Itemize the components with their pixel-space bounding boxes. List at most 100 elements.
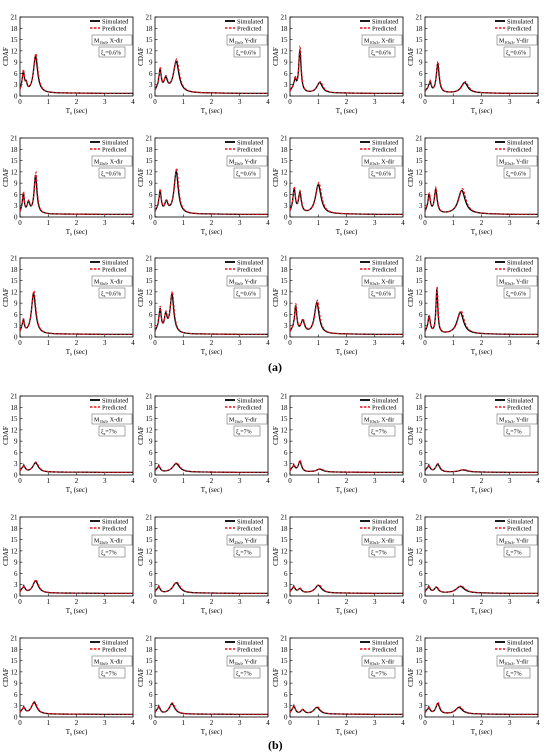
y-tick-label: 0 (284, 472, 288, 480)
model-label-box (496, 534, 538, 546)
legend-predicted-label: Predicted (372, 405, 397, 412)
y-tick-label: 15 (281, 536, 289, 544)
series-predicted (19, 170, 133, 215)
y-tick-label: 6 (419, 311, 423, 319)
y-tick-label: 15 (146, 657, 154, 665)
y-tick-label: 18 (146, 266, 154, 274)
model-label-box (226, 413, 268, 425)
x-axis-label: Ts (sec) (66, 728, 88, 738)
y-tick-label: 9 (419, 559, 423, 567)
series-simulated (289, 183, 403, 216)
legend-predicted-label: Predicted (237, 147, 262, 154)
y-tick-label: 21 (416, 135, 424, 143)
damping-label-box (368, 167, 396, 179)
y-tick-label: 6 (14, 191, 18, 199)
legend-simulated-label: Simulated (102, 519, 129, 526)
x-tick-label: 0 (288, 98, 292, 106)
y-axis-label: CDAF (137, 288, 145, 307)
y-axis-label: CDAF (2, 547, 10, 566)
y-tick-label: 15 (416, 415, 424, 423)
legend-predicted-label: Predicted (507, 267, 532, 274)
series-predicted (154, 290, 268, 335)
y-tick-label: 0 (14, 214, 18, 222)
x-tick-label: 2 (210, 219, 214, 227)
legend-predicted-label: Predicted (102, 26, 127, 33)
y-tick-label: 9 (284, 180, 288, 188)
x-tick-label: 4 (266, 477, 270, 485)
damping-label-box (503, 546, 531, 558)
legend-predicted-label: Predicted (237, 647, 262, 654)
damping-label-box (233, 46, 261, 58)
series-simulated (154, 702, 268, 716)
model-label: M2Ou3, Y-dir (499, 539, 528, 545)
y-axis-label: CDAF (407, 426, 415, 445)
y-tick-label: 12 (11, 426, 19, 434)
x-axis-label: Ts (sec) (66, 228, 88, 238)
x-tick-label: 2 (345, 98, 349, 106)
y-tick-label: 12 (11, 47, 19, 55)
model-label-box (91, 655, 133, 667)
damping-label-box (98, 167, 126, 179)
y-tick-label: 3 (284, 581, 288, 589)
y-tick-label: 15 (11, 536, 19, 544)
damping-label: ξs=7% (371, 430, 387, 436)
legend-predicted-label: Predicted (372, 526, 397, 533)
y-tick-label: 21 (146, 635, 154, 643)
x-axis-label: Ts (sec) (201, 228, 223, 238)
x-tick-label: 4 (536, 339, 540, 347)
model-label-box (361, 155, 403, 167)
y-axis-label: CDAF (272, 288, 280, 307)
x-tick-label: 0 (153, 598, 157, 606)
damping-label-box (98, 667, 126, 679)
y-tick-label: 3 (149, 460, 153, 468)
damping-label: ξs=0.6% (371, 292, 391, 298)
x-tick-label: 0 (423, 98, 427, 106)
y-tick-label: 0 (284, 93, 288, 101)
y-tick-label: 0 (149, 714, 153, 722)
damping-label: ξs=0.6% (506, 172, 526, 178)
y-tick-label: 3 (284, 81, 288, 89)
y-tick-label: 15 (281, 36, 289, 44)
series-predicted (289, 181, 403, 215)
x-tick-label: 0 (153, 339, 157, 347)
x-tick-label: 0 (423, 477, 427, 485)
damping-label-box (98, 287, 126, 299)
series-predicted (19, 701, 133, 715)
x-tick-label: 1 (47, 219, 51, 227)
x-tick-label: 0 (423, 719, 427, 727)
y-axis-label: CDAF (272, 668, 280, 687)
series-simulated (19, 291, 133, 336)
y-tick-label: 18 (146, 525, 154, 533)
damping-label: ξs=7% (236, 430, 252, 436)
y-tick-label: 3 (284, 322, 288, 330)
x-axis-label: Ts (sec) (471, 348, 493, 358)
model-label: M1Ou3, X-dir (364, 418, 394, 424)
model-label: M2In3, X-dir (94, 160, 123, 166)
legend-simulated-label: Simulated (102, 640, 129, 647)
y-tick-label: 12 (146, 426, 154, 434)
model-label: M1Ou3, Y-dir (499, 39, 528, 45)
x-tick-label: 4 (266, 219, 270, 227)
y-tick-label: 18 (281, 525, 289, 533)
y-tick-label: 15 (11, 277, 19, 285)
legend-simulated-label: Simulated (237, 140, 264, 147)
x-tick-label: 4 (536, 719, 540, 727)
x-tick-label: 1 (47, 719, 51, 727)
y-tick-label: 12 (11, 288, 19, 296)
series-predicted (289, 703, 403, 715)
damping-label: ξs=7% (371, 551, 387, 557)
y-tick-label: 18 (11, 266, 19, 274)
x-tick-label: 3 (373, 339, 377, 347)
y-tick-label: 15 (146, 415, 154, 423)
x-tick-label: 2 (345, 719, 349, 727)
y-tick-label: 12 (416, 547, 424, 555)
damping-label: ξs=7% (101, 551, 117, 557)
model-label: M3In3, Y-dir (229, 280, 257, 286)
y-tick-label: 12 (11, 547, 19, 555)
y-tick-label: 9 (149, 59, 153, 67)
series-simulated (154, 582, 268, 595)
